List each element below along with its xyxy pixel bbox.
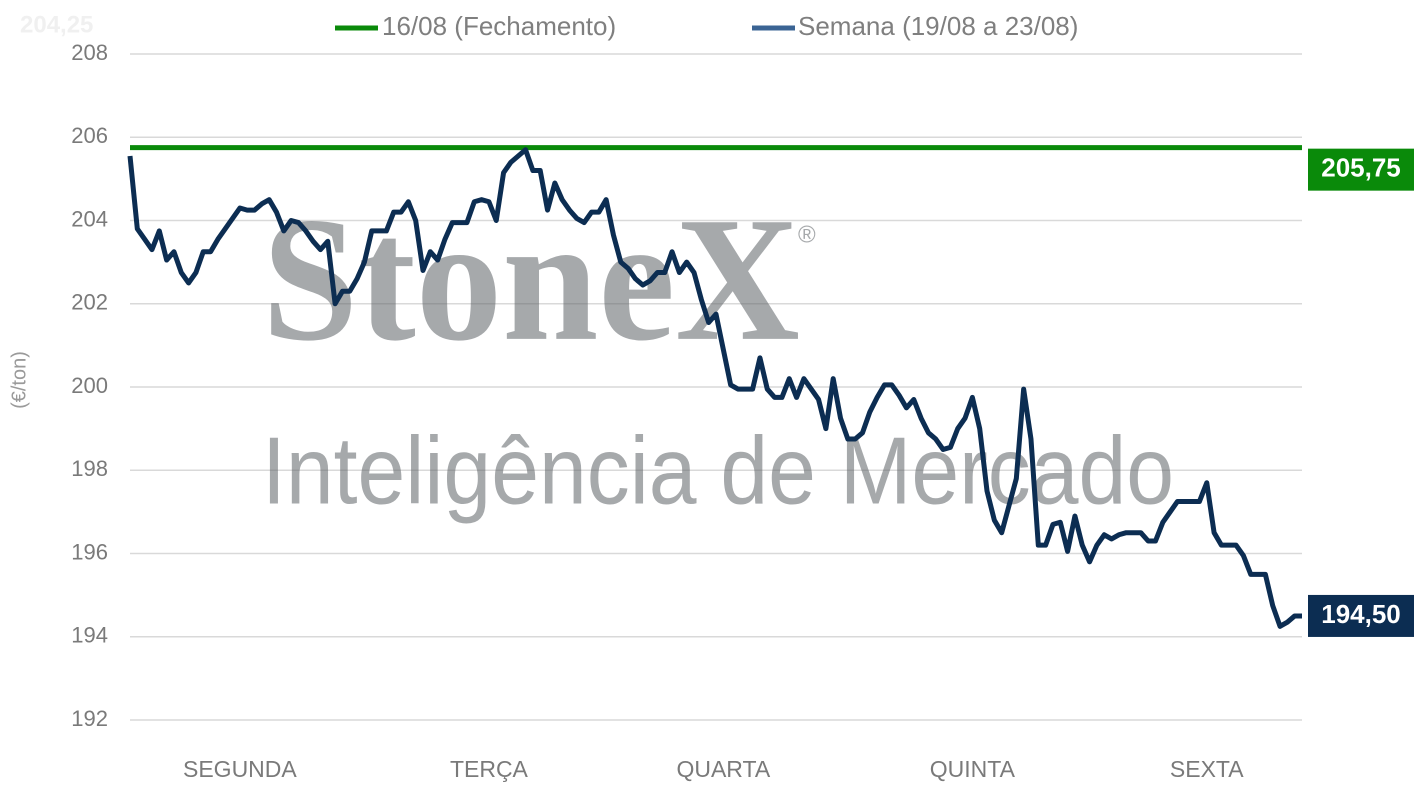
x-tick-label: QUARTA (676, 756, 770, 782)
y-tick-label: 200 (71, 373, 108, 398)
reference-label: 205,75 (1321, 153, 1401, 183)
series-line (127, 147, 1302, 629)
x-tick-label: TERÇA (450, 756, 529, 782)
x-tick-label: QUINTA (930, 756, 1016, 782)
legend-label: 16/08 (Fechamento) (382, 11, 616, 41)
y-tick-label: 206 (71, 123, 108, 148)
end-label: 194,50 (1321, 599, 1401, 629)
x-tick-label: SEGUNDA (183, 756, 297, 782)
y-tick-label: 194 (71, 623, 108, 648)
y-axis-label: (€/ton) (8, 351, 30, 409)
y-tick-label: 192 (71, 706, 108, 731)
reference-label-box (1308, 148, 1414, 191)
y-tick-label: 204 (71, 206, 108, 231)
watermark-mark: ® (798, 221, 816, 248)
y-tick-label: 198 (71, 456, 108, 481)
y-tick-label: 196 (71, 539, 108, 564)
annotation: 204,25 (20, 11, 93, 38)
legend-label: Semana (19/08 a 23/08) (798, 11, 1078, 41)
x-tick-label: SEXTA (1170, 756, 1244, 782)
watermark: StoneX ® Inteligência de Mercado (262, 180, 1174, 525)
y-tick-label: 208 (71, 40, 108, 65)
y-tick-label: 202 (71, 290, 108, 315)
end-label-box (1308, 594, 1414, 637)
watermark-brand: StoneX (262, 180, 800, 378)
